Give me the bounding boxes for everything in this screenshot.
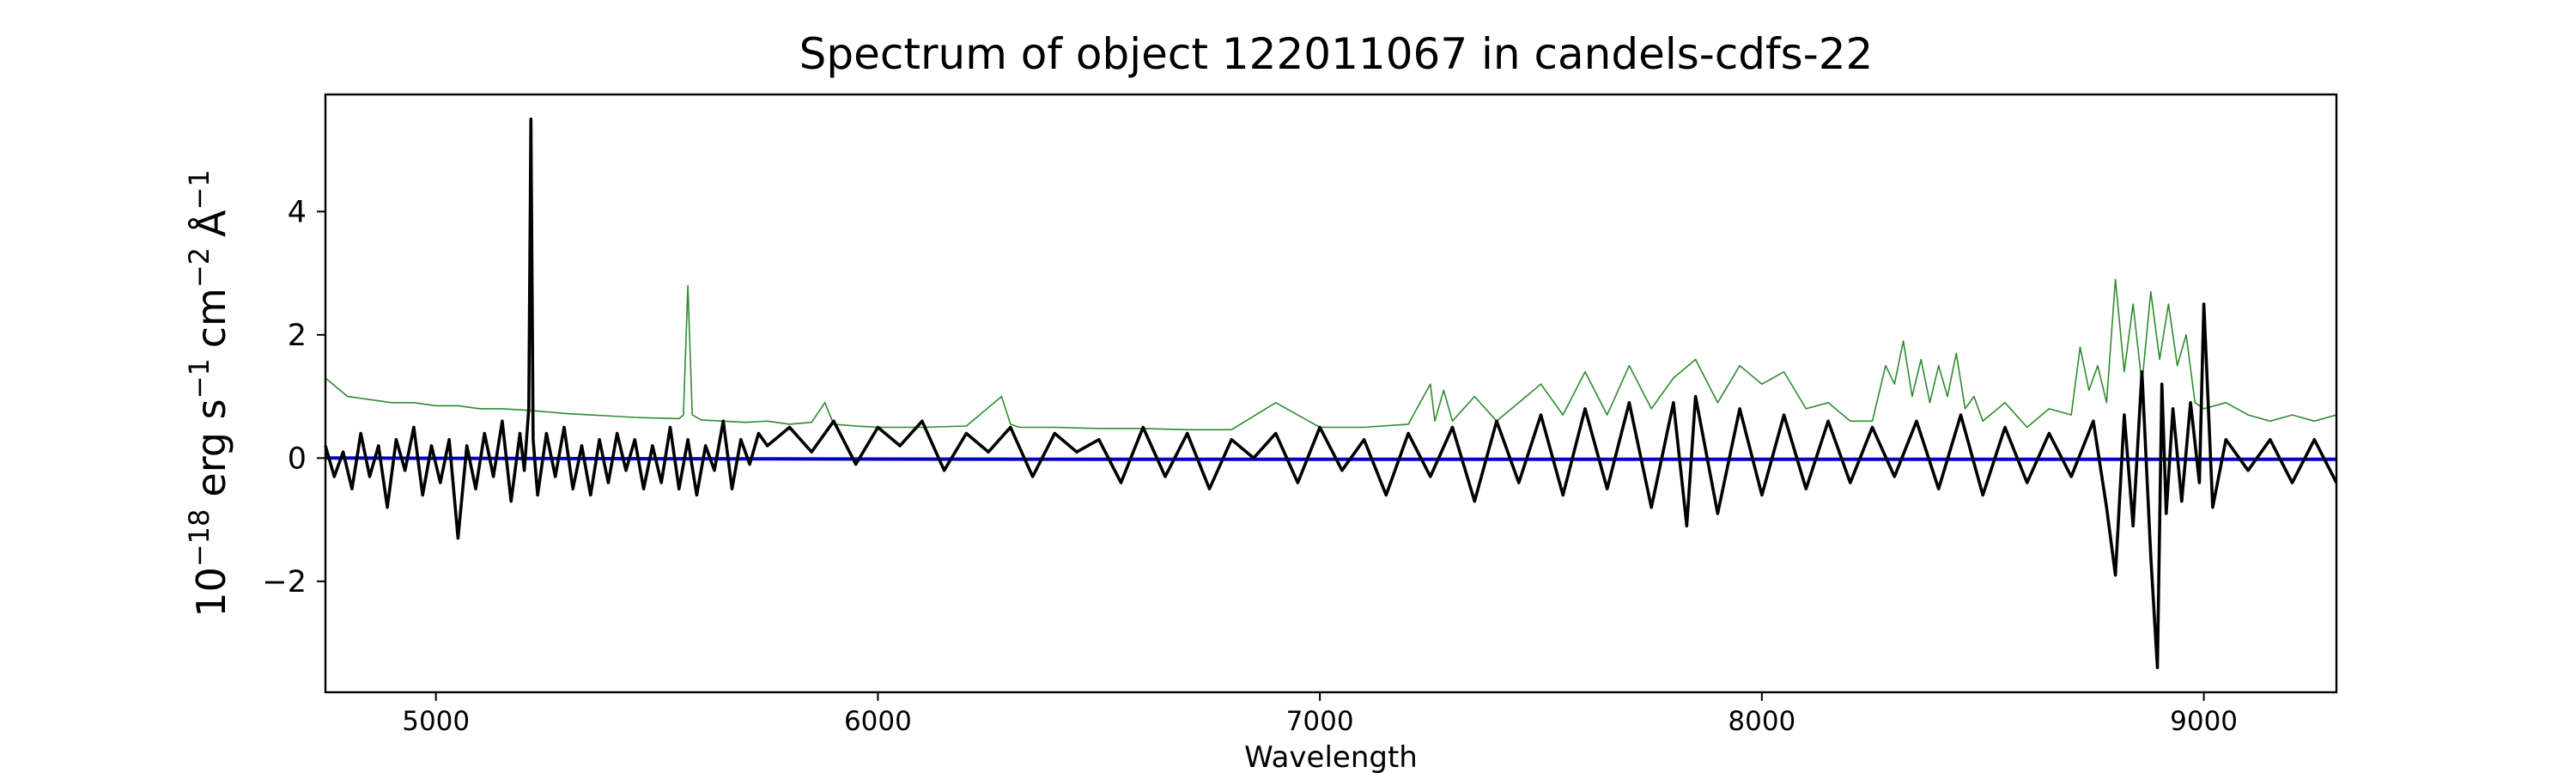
y-tick-label: 0 bbox=[288, 441, 307, 476]
y-tick-label: 2 bbox=[288, 319, 307, 353]
y-tick-label: 4 bbox=[288, 195, 307, 229]
x-axis-label: Wavelength bbox=[1244, 740, 1418, 773]
y-tick-label: −2 bbox=[262, 565, 307, 600]
noise-series-line bbox=[325, 278, 2337, 431]
plot-area bbox=[324, 93, 2338, 694]
flux-series-line bbox=[324, 117, 2338, 670]
x-tick-label: 9000 bbox=[2170, 706, 2238, 737]
x-tick-label: 6000 bbox=[844, 706, 912, 737]
x-tick-label: 8000 bbox=[1728, 706, 1795, 737]
y-axis-label: 10−18erg s−1cm−2Å−1 bbox=[183, 169, 234, 617]
y-axis: −2 0 2 4 bbox=[262, 195, 325, 600]
model-series-line bbox=[325, 456, 2336, 461]
x-axis: 5000 6000 7000 8000 9000 bbox=[402, 692, 2238, 737]
x-tick-label: 5000 bbox=[402, 706, 470, 737]
chart-title: Spectrum of object 122011067 in candels-… bbox=[799, 29, 1874, 79]
series-layer bbox=[324, 117, 2338, 670]
x-tick-label: 7000 bbox=[1286, 706, 1354, 737]
plot-frame bbox=[324, 93, 2338, 694]
